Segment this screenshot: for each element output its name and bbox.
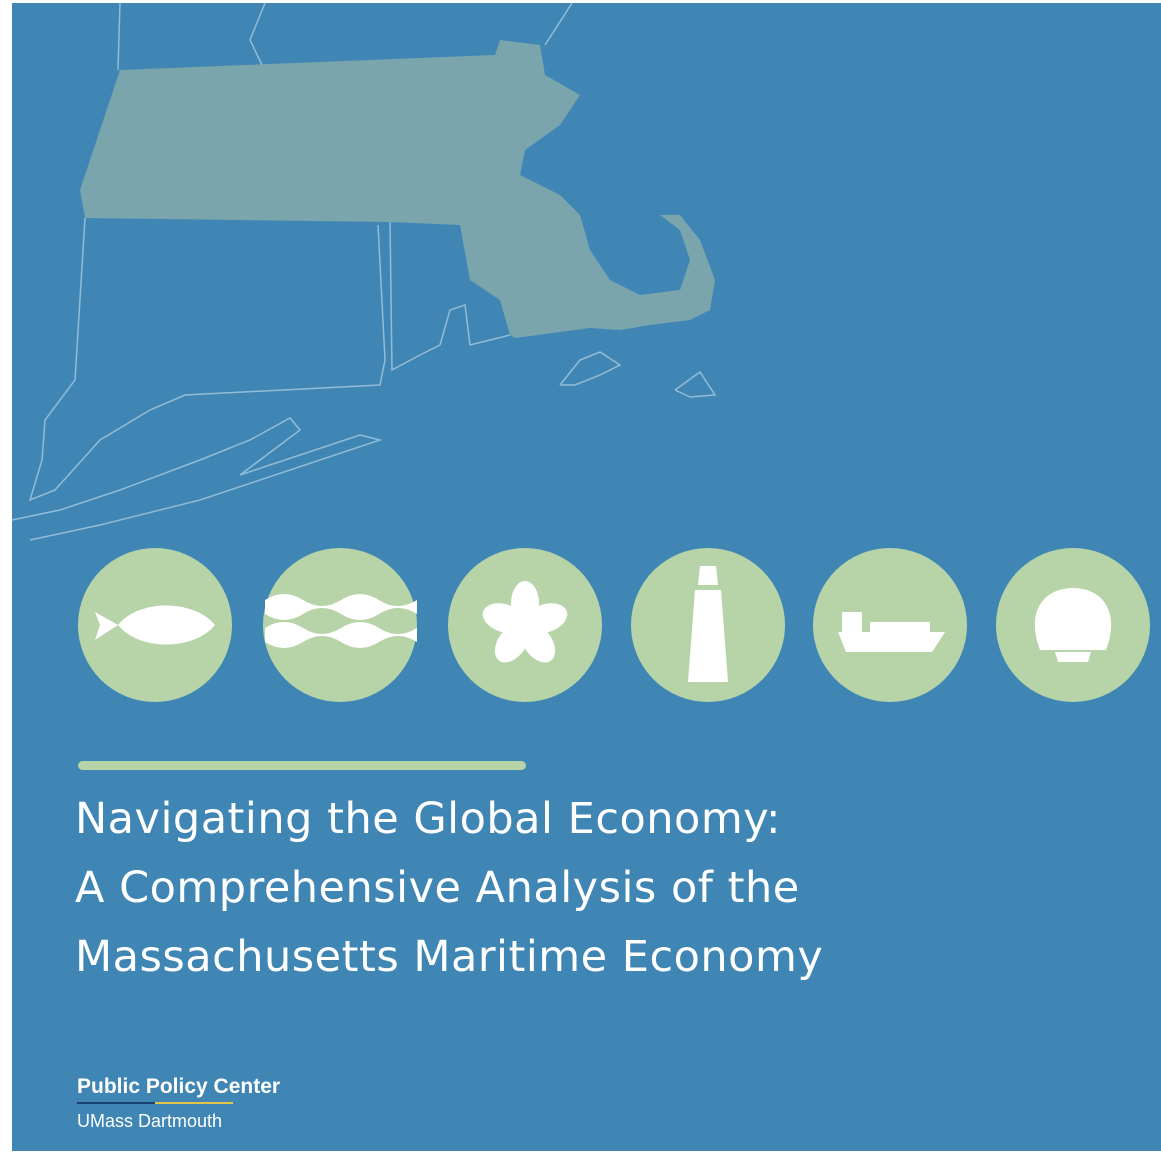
- logo-rule: [155, 1102, 233, 1104]
- ship: [838, 612, 945, 652]
- massachusetts: [80, 40, 715, 338]
- shell: [1034, 588, 1112, 662]
- fish: [95, 605, 215, 645]
- state-border: [117, 2, 121, 71]
- connecticut: [28, 217, 386, 502]
- title-line: A Comprehensive Analysis of the: [75, 863, 800, 913]
- rhode-island: [389, 221, 511, 372]
- waves-icon: [263, 548, 417, 702]
- waves: [265, 594, 417, 648]
- title-line: Navigating the Global Economy:: [75, 794, 781, 844]
- state-border: [249, 2, 266, 66]
- logo-name: Public Policy Center: [77, 1075, 280, 1098]
- logo-rule: [77, 1102, 155, 1104]
- map: [11, 2, 717, 541]
- nantucket: [674, 370, 717, 398]
- long-island: [11, 417, 383, 541]
- icon-glyphs: [95, 566, 1112, 682]
- martha-vineyard: [559, 351, 622, 386]
- divider: [78, 761, 526, 770]
- title-line: Massachusetts Maritime Economy: [75, 932, 823, 982]
- lighthouse: [688, 566, 728, 682]
- logo-subtitle: UMass Dartmouth: [77, 1111, 222, 1131]
- state-border: [544, 2, 573, 46]
- propeller: [482, 581, 568, 663]
